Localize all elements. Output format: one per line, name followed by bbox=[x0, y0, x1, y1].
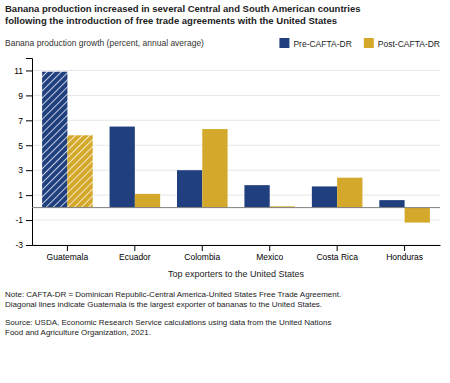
y-tick: -1 bbox=[15, 215, 32, 225]
y-tick-mark bbox=[26, 70, 32, 71]
x-tick-mark bbox=[134, 245, 135, 251]
x-tick: Mexico bbox=[256, 245, 283, 262]
legend-swatch bbox=[364, 38, 374, 48]
y-tick-label: -3 bbox=[15, 240, 23, 250]
legend-item: Post-CAFTA-DR bbox=[364, 38, 440, 49]
y-tick-mark bbox=[26, 245, 32, 246]
y-tick-mark bbox=[26, 195, 32, 196]
y-tick: 5 bbox=[18, 140, 32, 150]
bar-series bbox=[67, 129, 429, 223]
y-tick-label: 5 bbox=[18, 140, 23, 150]
x-tick-mark bbox=[404, 245, 405, 251]
x-tick-label: Colombia bbox=[184, 252, 220, 262]
legend-label: Post-CAFTA-DR bbox=[378, 39, 440, 49]
legend: Pre-CAFTA-DR Post-CAFTA-DR bbox=[279, 38, 440, 49]
x-tick: Costa Rica bbox=[316, 245, 358, 262]
y-tick-label: 1 bbox=[18, 190, 23, 200]
x-tick-label: Mexico bbox=[256, 252, 283, 262]
legend-item: Pre-CAFTA-DR bbox=[279, 38, 351, 49]
y-tick-mark bbox=[26, 145, 32, 146]
y-tick-mark bbox=[26, 120, 32, 121]
x-tick-label: Honduras bbox=[386, 252, 423, 262]
chart: Banana production increased in several C… bbox=[0, 0, 450, 383]
annotation: Source: USDA, Economic Research Service … bbox=[5, 318, 331, 337]
y-tick: 3 bbox=[18, 165, 32, 175]
y-tick-label: 7 bbox=[18, 116, 23, 126]
y-tick: -3 bbox=[15, 240, 32, 250]
annotation-line: Diagonal lines indicate Guatemala is the… bbox=[5, 300, 322, 309]
y-tick-mark bbox=[26, 95, 32, 96]
annotation-line: Source: USDA, Economic Research Service … bbox=[5, 318, 331, 327]
grid-line bbox=[32, 95, 440, 96]
y-tick-mark bbox=[26, 220, 32, 221]
x-tick-mark bbox=[269, 245, 270, 251]
bar bbox=[67, 135, 92, 207]
y-axis: -3 -1 1 3 5 7 9 11 bbox=[14, 59, 32, 251]
y-tick-label: -1 bbox=[15, 215, 23, 225]
y-tick-label: 9 bbox=[18, 91, 23, 101]
x-tick-mark bbox=[67, 245, 68, 251]
annotation-line: Food and Agriculture Organization, 2021. bbox=[5, 328, 151, 337]
grid-line bbox=[32, 145, 440, 146]
bar bbox=[177, 170, 202, 207]
title-line: Banana production increased in several C… bbox=[5, 3, 360, 14]
y-tick: 9 bbox=[18, 91, 32, 101]
plot-area: -3 -1 1 3 5 7 9 11 Guatemala Ecuador Colombia Mexic… bbox=[14, 59, 440, 263]
x-axis: Guatemala Ecuador Colombia Mexico Costa Rica… bbox=[33, 245, 441, 262]
x-tick: Honduras bbox=[386, 245, 423, 262]
x-tick-label: Costa Rica bbox=[316, 252, 358, 262]
x-tick: Guatemala bbox=[47, 245, 89, 262]
grid bbox=[32, 70, 440, 245]
bar bbox=[110, 127, 135, 208]
annotation-line: Note: CAFTA-DR = Dominican Republic-Cent… bbox=[5, 290, 341, 299]
x-tick-label: Ecuador bbox=[119, 252, 151, 262]
title: Banana production increased in several C… bbox=[5, 3, 360, 26]
grid-line bbox=[32, 195, 440, 196]
zero-line bbox=[32, 207, 440, 208]
grid-line bbox=[32, 220, 440, 221]
x-axis-label: Top exporters to the United States bbox=[168, 269, 305, 279]
y-axis-label: Banana production growth (percent, annua… bbox=[5, 38, 204, 48]
x-tick-label: Guatemala bbox=[47, 252, 89, 262]
bar bbox=[244, 185, 269, 207]
x-tick: Ecuador bbox=[119, 245, 151, 262]
bar bbox=[312, 186, 337, 207]
y-tick-mark bbox=[26, 170, 32, 171]
grid-line bbox=[32, 70, 440, 71]
x-tick-mark bbox=[202, 245, 203, 251]
legend-label: Pre-CAFTA-DR bbox=[293, 39, 351, 49]
bar bbox=[337, 178, 362, 208]
y-tick: 11 bbox=[14, 66, 32, 76]
title-line: following the introduction of free trade… bbox=[5, 15, 337, 26]
grid-line bbox=[32, 245, 440, 246]
y-tick: 1 bbox=[18, 190, 32, 200]
x-tick: Colombia bbox=[184, 245, 220, 262]
annotation: Note: CAFTA-DR = Dominican Republic-Cent… bbox=[5, 290, 341, 309]
y-axis-line bbox=[26, 59, 33, 246]
x-tick-mark bbox=[337, 245, 338, 251]
bar bbox=[42, 72, 67, 208]
y-tick: 7 bbox=[18, 116, 32, 126]
bar-series bbox=[42, 72, 404, 208]
y-tick-label: 3 bbox=[18, 165, 23, 175]
bars bbox=[42, 72, 430, 223]
x-axis-line bbox=[33, 245, 441, 246]
legend-swatch bbox=[279, 38, 289, 48]
bar bbox=[405, 208, 430, 223]
bar bbox=[202, 129, 227, 208]
grid-line bbox=[32, 120, 440, 121]
bar bbox=[135, 194, 160, 208]
grid-line bbox=[32, 170, 440, 171]
y-tick-label: 11 bbox=[14, 66, 23, 76]
bar bbox=[379, 200, 404, 207]
